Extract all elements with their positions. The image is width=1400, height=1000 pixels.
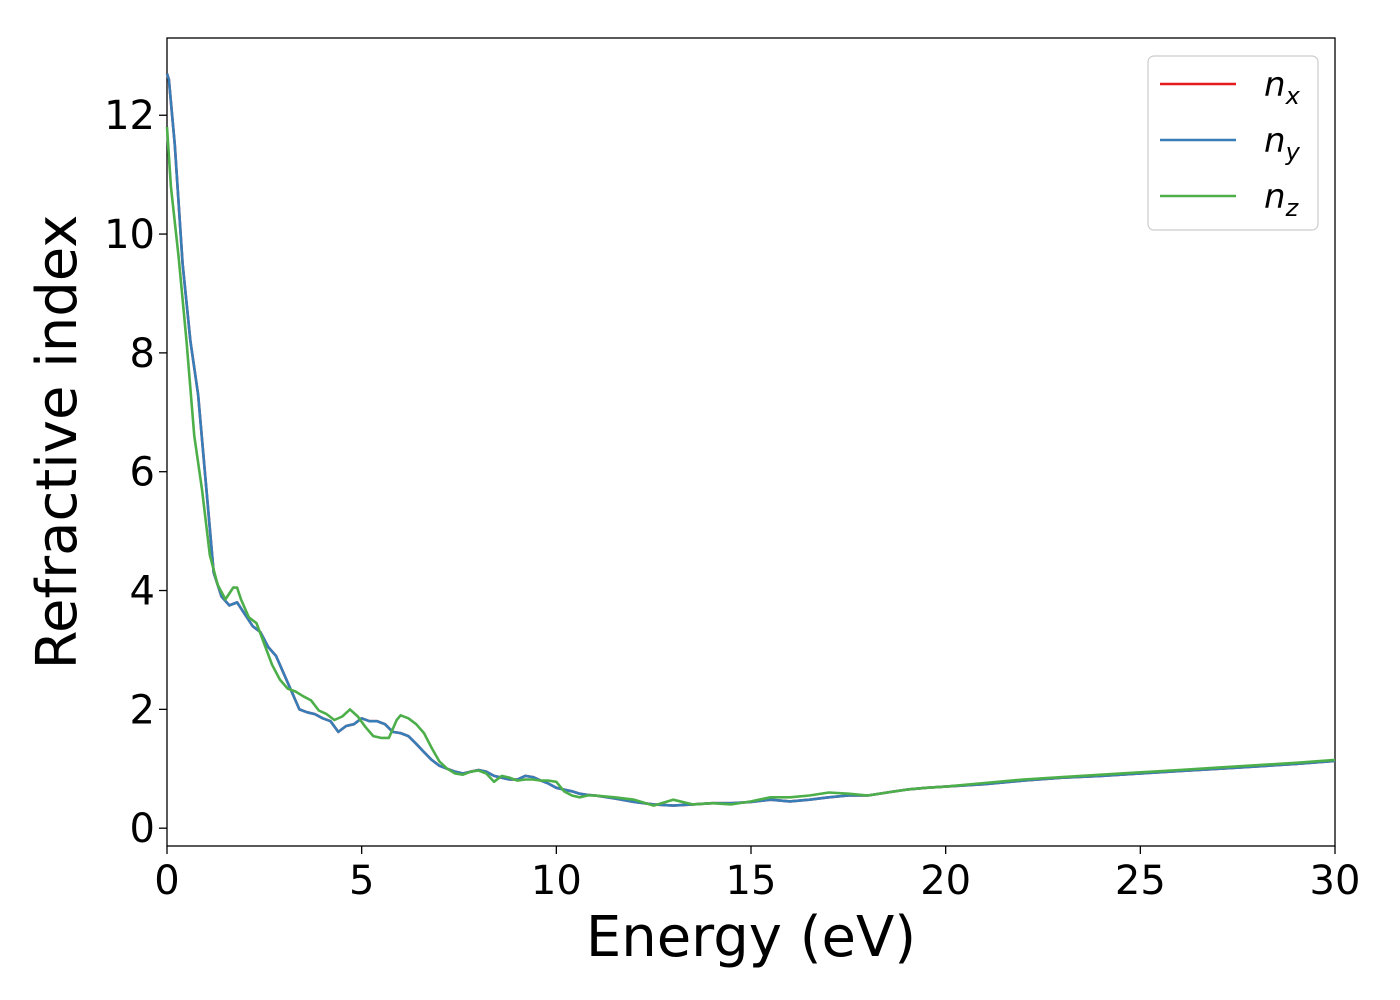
y-axis-ticks: 0 2 4 6 8 10 12 [104, 93, 167, 852]
x-tick-label: 0 [154, 858, 179, 904]
y-tick-label: 0 [130, 806, 155, 852]
series-line-z [165, 127, 1336, 807]
x-tick-label: 25 [1115, 858, 1166, 904]
x-axis-label: Energy (eV) [586, 905, 916, 970]
legend-label-y: ny [1264, 121, 1301, 166]
legend: nx ny nz [1147, 55, 1319, 231]
y-tick-label: 6 [130, 450, 155, 496]
x-tick-label: 5 [349, 858, 374, 904]
y-tick-label: 4 [130, 569, 155, 615]
y-tick-label: 2 [130, 687, 155, 733]
series-layer [165, 73, 1336, 807]
y-tick-label: 8 [130, 331, 155, 377]
x-tick-label: 30 [1310, 858, 1361, 904]
legend-label-z: nz [1264, 177, 1300, 222]
y-tick-label: 12 [104, 93, 155, 139]
y-tick-label: 10 [104, 212, 155, 258]
legend-box [1147, 55, 1319, 231]
x-tick-label: 10 [531, 858, 582, 904]
x-tick-label: 20 [920, 858, 971, 904]
legend-label-x: nx [1264, 65, 1301, 110]
x-axis-ticks: 0 5 10 15 20 25 30 [154, 846, 1360, 904]
x-tick-label: 15 [726, 858, 777, 904]
y-axis-label: Refractive index [25, 215, 90, 670]
